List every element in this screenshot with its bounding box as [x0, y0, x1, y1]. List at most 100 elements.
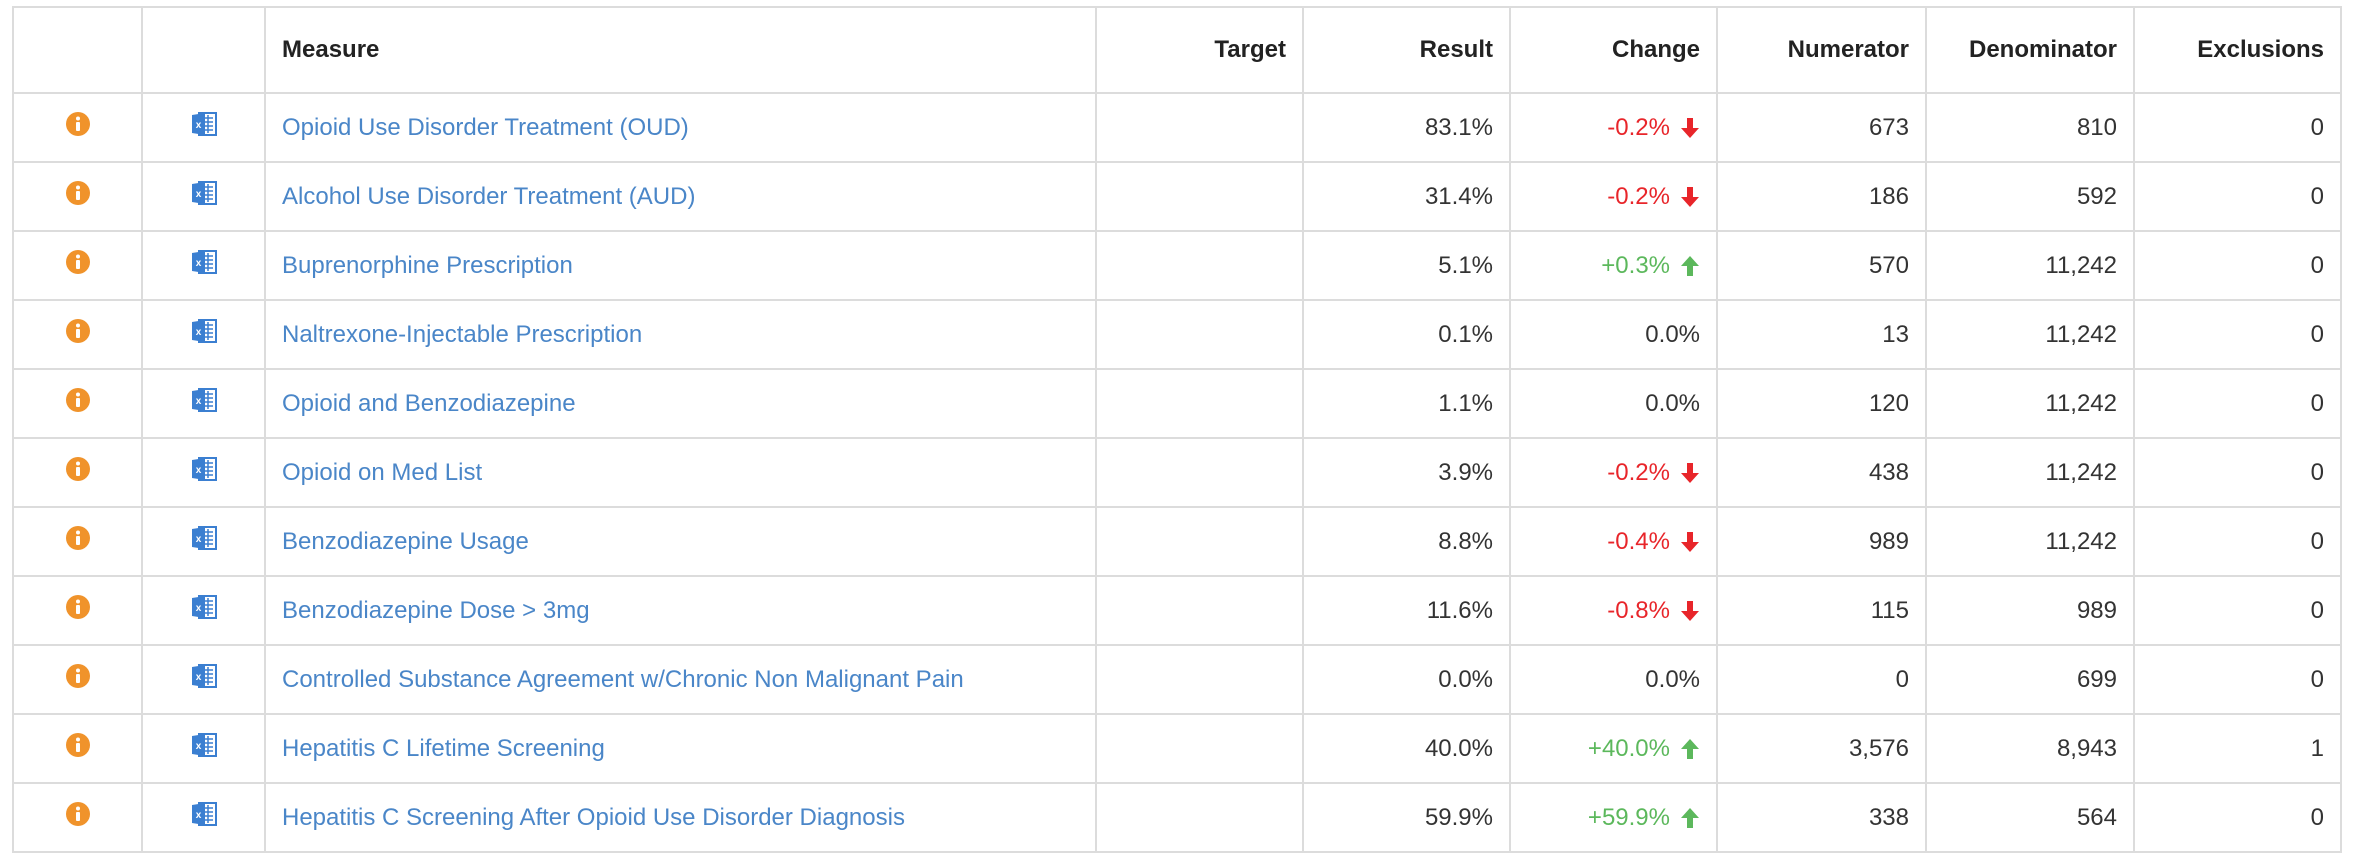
measure-cell: Hepatitis C Lifetime Screening — [264, 713, 1097, 784]
exclusions-cell: 1 — [2133, 713, 2342, 784]
change-cell: -0.2% — [1509, 92, 1718, 163]
measure-cell: Opioid on Med List — [264, 437, 1097, 508]
info-icon[interactable] — [65, 319, 91, 350]
denominator-cell: 699 — [1925, 644, 2135, 715]
export-cell: x — [141, 230, 266, 301]
table-body: x Opioid Use Disorder Treatment (OUD) 83.1… — [12, 92, 2342, 853]
info-icon[interactable] — [65, 664, 91, 695]
svg-text:x: x — [195, 189, 201, 200]
change-cell: -0.4% — [1509, 506, 1718, 577]
measure-link[interactable]: Controlled Substance Agreement w/Chronic… — [282, 665, 964, 693]
change-cell: -0.2% — [1509, 437, 1718, 508]
export-cell: x — [141, 299, 266, 370]
target-cell — [1095, 506, 1304, 577]
result-cell: 83.1% — [1302, 92, 1511, 163]
trend-arrow — [1670, 114, 1700, 141]
info-cell — [12, 299, 143, 370]
numerator-cell: 186 — [1716, 161, 1927, 232]
measure-link[interactable]: Hepatitis C Screening After Opioid Use D… — [282, 803, 905, 831]
info-icon[interactable] — [65, 457, 91, 488]
excel-icon[interactable]: x — [191, 595, 217, 627]
excel-icon[interactable]: x — [191, 250, 217, 282]
info-icon[interactable] — [65, 802, 91, 833]
measure-cell: Benzodiazepine Dose > 3mg — [264, 575, 1097, 646]
excel-icon[interactable]: x — [191, 802, 217, 834]
change-value: 0.0% — [1645, 665, 1700, 693]
table-row: x Buprenorphine Prescription 5.1% +0.3% 570 1… — [12, 230, 2342, 301]
result-cell: 0.0% — [1302, 644, 1511, 715]
svg-text:x: x — [195, 810, 201, 821]
measure-link[interactable]: Alcohol Use Disorder Treatment (AUD) — [282, 182, 696, 210]
info-icon[interactable] — [65, 250, 91, 281]
table-row: x Opioid on Med List 3.9% -0.2% 438 11,242 0 — [12, 437, 2342, 508]
target-cell — [1095, 713, 1304, 784]
measure-cell: Benzodiazepine Usage — [264, 506, 1097, 577]
target-cell — [1095, 161, 1304, 232]
change-cell: -0.8% — [1509, 575, 1718, 646]
measure-link[interactable]: Opioid and Benzodiazepine — [282, 389, 576, 417]
info-icon[interactable] — [65, 388, 91, 419]
export-cell: x — [141, 506, 266, 577]
numerator-cell: 673 — [1716, 92, 1927, 163]
denominator-cell: 810 — [1925, 92, 2135, 163]
measure-cell: Opioid and Benzodiazepine — [264, 368, 1097, 439]
exclusions-cell: 0 — [2133, 506, 2342, 577]
change-value: +59.9% — [1587, 803, 1670, 831]
measure-link[interactable]: Opioid on Med List — [282, 458, 483, 486]
exclusions-cell: 0 — [2133, 437, 2342, 508]
header-cell — [141, 6, 266, 94]
result-cell: 1.1% — [1302, 368, 1511, 439]
target-cell — [1095, 437, 1304, 508]
measure-cell: Controlled Substance Agreement w/Chronic… — [264, 644, 1097, 715]
measure-link[interactable]: Opioid Use Disorder Treatment (OUD) — [282, 113, 689, 141]
excel-icon[interactable]: x — [191, 526, 217, 558]
change-value: -0.2% — [1607, 113, 1670, 141]
trend-arrow — [1670, 597, 1700, 624]
measure-link[interactable]: Naltrexone-Injectable Prescription — [282, 320, 643, 348]
excel-icon[interactable]: x — [191, 181, 217, 213]
measure-link[interactable]: Buprenorphine Prescription — [282, 251, 573, 279]
trend-arrow — [1670, 735, 1700, 762]
target-cell — [1095, 92, 1304, 163]
info-icon[interactable] — [65, 733, 91, 764]
info-cell — [12, 230, 143, 301]
exclusions-cell: 0 — [2133, 368, 2342, 439]
denominator-cell: 11,242 — [1925, 437, 2135, 508]
excel-icon[interactable]: x — [191, 388, 217, 420]
numerator-cell: 338 — [1716, 782, 1927, 853]
info-icon[interactable] — [65, 181, 91, 212]
denominator-cell: 11,242 — [1925, 368, 2135, 439]
result-cell: 31.4% — [1302, 161, 1511, 232]
change-cell: 0.0% — [1509, 299, 1718, 370]
result-cell: 8.8% — [1302, 506, 1511, 577]
svg-text:x: x — [195, 603, 201, 614]
numerator-cell: 0 — [1716, 644, 1927, 715]
numerator-cell: 989 — [1716, 506, 1927, 577]
svg-text:x: x — [195, 120, 201, 131]
measure-link[interactable]: Hepatitis C Lifetime Screening — [282, 734, 605, 762]
export-cell: x — [141, 575, 266, 646]
excel-icon[interactable]: x — [191, 319, 217, 351]
export-cell: x — [141, 437, 266, 508]
header-cell: Result — [1302, 6, 1511, 94]
measure-link[interactable]: Benzodiazepine Dose > 3mg — [282, 596, 590, 624]
excel-icon[interactable]: x — [191, 733, 217, 765]
info-icon[interactable] — [65, 595, 91, 626]
info-cell — [12, 575, 143, 646]
measure-link[interactable]: Benzodiazepine Usage — [282, 527, 529, 555]
excel-icon[interactable]: x — [191, 112, 217, 144]
svg-text:x: x — [195, 396, 201, 407]
exclusions-cell: 0 — [2133, 644, 2342, 715]
info-icon[interactable] — [65, 112, 91, 143]
change-value: -0.2% — [1607, 458, 1670, 486]
excel-icon[interactable]: x — [191, 457, 217, 489]
svg-text:x: x — [195, 741, 201, 752]
excel-icon[interactable]: x — [191, 664, 217, 696]
target-cell — [1095, 575, 1304, 646]
change-value: 0.0% — [1645, 389, 1700, 417]
numerator-cell: 13 — [1716, 299, 1927, 370]
info-icon[interactable] — [65, 526, 91, 557]
info-cell — [12, 713, 143, 784]
change-value: -0.4% — [1607, 527, 1670, 555]
